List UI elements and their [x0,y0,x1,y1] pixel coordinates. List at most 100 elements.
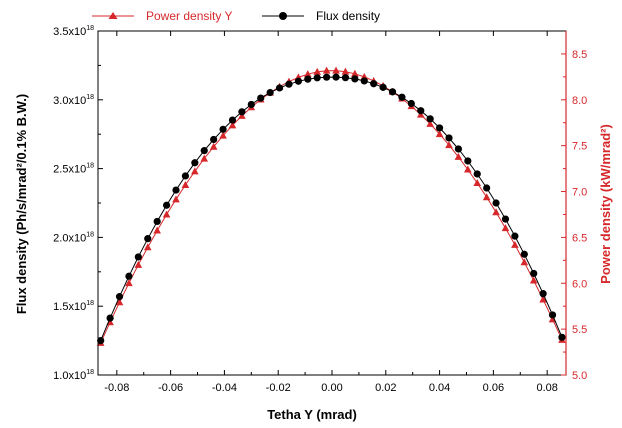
legend-marker-flux [279,12,287,20]
data-point [464,157,472,165]
data-point [323,73,331,81]
x-tick-label: 0.04 [429,382,450,394]
data-point [106,314,114,322]
data-point [303,70,312,78]
series-layer [96,66,566,346]
data-point [228,121,237,129]
data-point [134,253,142,261]
y-right-tick-label: 5.0 [572,370,587,382]
data-point [285,80,293,88]
data-point [191,167,199,175]
legend-label-power: Power density Y [146,9,233,23]
legend-marker-power [108,12,118,19]
data-point [426,115,434,123]
data-point [162,201,171,209]
y-axis-title-right: Power density (kW/mrad²) [598,124,613,284]
data-point [266,88,274,97]
data-point [143,243,152,251]
data-point [483,184,491,192]
data-point [492,208,500,216]
data-point [209,142,218,150]
y-left-tick-label: 3.0x1018 [53,94,94,107]
data-point [134,260,143,268]
x-tick-label: -0.06 [158,382,183,394]
data-point [200,147,208,155]
data-point [294,77,302,85]
y-left-tick-label: 1.5x1018 [53,300,94,313]
data-point [275,84,284,92]
data-point [548,311,557,319]
series-flux-density [97,73,566,345]
x-tick-label: 0.06 [483,382,504,394]
data-point [172,195,180,203]
data-point [370,80,378,88]
data-point [332,66,340,74]
data-point [435,124,444,132]
data-point [247,100,255,109]
y-left-tick-label: 3.5x1018 [53,25,94,38]
x-axis-title: Tetha Y (mrad) [267,407,357,422]
data-point [313,67,322,75]
data-point [341,74,350,82]
y-left-tick-label: 2.5x1018 [53,163,94,176]
data-point [435,130,444,138]
data-point [417,107,425,115]
series-line [100,70,563,344]
data-point [530,269,538,278]
y-axis-title-left: Flux density (Ph/s/mrad²/0.1% B.W.) [14,94,29,314]
x-tick-label: -0.02 [266,382,291,394]
data-point [210,135,218,144]
data-point [473,170,481,178]
data-point [341,67,350,75]
data-point [445,141,453,149]
data-point [351,75,359,83]
x-tick-label: 0.00 [321,382,342,394]
x-tick-label: -0.04 [212,382,237,394]
data-point [473,178,482,186]
data-point [153,226,161,234]
data-point [482,193,491,201]
x-tick-label: 0.08 [536,382,557,394]
data-point [144,235,152,243]
data-point [181,180,190,188]
data-point [539,290,547,298]
data-point [153,217,161,226]
data-point [125,279,133,287]
data-point [257,94,265,102]
data-point [492,199,500,207]
y-left-tick-label: 1.0x1018 [53,369,94,382]
y-right-tick-label: 7.5 [572,141,587,153]
data-point [313,74,321,82]
data-point [529,276,538,284]
y-right-tick-label: 6.5 [572,232,587,244]
y-right-tick-label: 7.0 [572,187,587,199]
data-point [115,298,124,306]
y-right-tick-label: 5.5 [572,324,587,336]
y-right-tick-label: 6.0 [572,278,587,290]
y-left-tick-label: 2.0x1018 [53,231,94,244]
data-point [398,93,406,101]
data-point [407,99,415,108]
data-point [219,125,227,133]
data-point [464,165,472,173]
legend: Power density Y Flux density [92,9,380,23]
data-point [558,333,566,341]
data-point [115,293,124,301]
data-point [172,186,180,194]
y-right-tick-label: 8.0 [572,95,587,107]
y-right-tick-label: 8.5 [572,49,587,61]
data-point [426,119,434,127]
data-point [539,295,547,303]
data-point [228,116,237,124]
data-point [219,131,227,139]
data-point [162,210,171,218]
data-point [200,154,209,162]
x-tick-label: 0.02 [375,382,396,394]
data-point [125,272,133,280]
data-point [454,152,463,160]
data-point [520,250,528,258]
data-point [360,77,368,85]
data-point [511,232,519,240]
data-point [501,215,510,223]
